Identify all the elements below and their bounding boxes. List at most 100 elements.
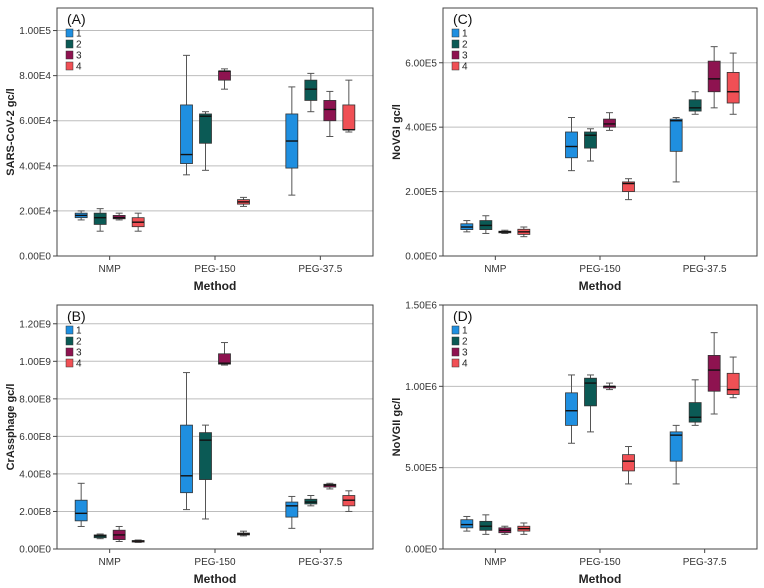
box-nmp-series-1 — [74, 482, 88, 527]
box-iqr — [669, 118, 683, 152]
y-tick-label: 8.00E8 — [19, 394, 51, 405]
box-iqr — [688, 402, 702, 423]
panel-label: (D) — [453, 308, 472, 324]
legend-swatch — [65, 50, 74, 60]
legend-label: 4 — [462, 359, 468, 370]
x-tick-label: PEG-37.5 — [683, 264, 727, 275]
legend-label: 2 — [76, 40, 82, 51]
box-iqr — [565, 392, 578, 426]
box-peg-375-series-2 — [304, 72, 318, 113]
x-axis-title: Method — [579, 279, 622, 293]
box-iqr — [460, 519, 474, 529]
box-peg-150-series-3 — [603, 112, 616, 131]
plot-frame — [442, 7, 758, 257]
box-peg-150-series-4 — [237, 196, 250, 207]
box-peg-375-series-4 — [726, 356, 740, 399]
y-tick-label: 1.00E9 — [19, 357, 51, 368]
x-axis-title: Method — [579, 572, 622, 586]
legend-swatch — [65, 325, 74, 335]
box-peg-375-series-3 — [323, 482, 337, 490]
box-peg-375-series-3 — [323, 90, 337, 138]
y-tick-label: 0.00E0 — [19, 545, 51, 556]
y-axis-title: SARS-CoV-2 gc/l — [5, 88, 17, 175]
legend-swatch — [65, 347, 74, 357]
box-peg-375-series-4 — [342, 79, 356, 133]
y-axis-title: NoVGI gc/l — [391, 104, 403, 160]
legend-swatch — [451, 50, 460, 60]
legend-swatch — [65, 39, 74, 49]
y-axis-title: CrAssphage gc/l — [5, 384, 17, 471]
legend-swatch — [65, 358, 74, 368]
box-iqr — [603, 118, 616, 128]
box-peg-150-series-3 — [218, 342, 231, 366]
x-tick-label: PEG-150 — [579, 264, 621, 275]
box-iqr — [342, 104, 356, 131]
box-iqr — [726, 72, 740, 104]
chart-panel-a: 0.00E0 2.00E4 4.00E4 6.00E4 8.00E4 1.00E5 NMP P… — [5, 7, 374, 293]
y-tick-label: 8.00E4 — [19, 71, 51, 82]
y-tick-label: 6.00E8 — [19, 432, 51, 443]
y-tick-label: 4.00E5 — [405, 123, 437, 134]
y-tick-label: 2.00E8 — [19, 507, 51, 518]
box-nmp-series-4 — [131, 539, 145, 543]
box-peg-375-series-2 — [688, 379, 702, 426]
panel-label: (A) — [67, 11, 86, 27]
legend-label: 1 — [76, 29, 82, 40]
legend-label: 4 — [76, 359, 82, 370]
box-peg-150-series-2 — [584, 374, 597, 433]
box-iqr — [584, 377, 597, 407]
box-iqr — [584, 131, 597, 149]
box-iqr — [622, 454, 635, 472]
legend-label: 1 — [462, 326, 468, 337]
box-nmp-series-3 — [498, 525, 512, 535]
y-tick-label: 4.00E4 — [19, 161, 51, 172]
box-peg-375-series-4 — [726, 52, 740, 115]
box-peg-150-series-4 — [622, 178, 635, 201]
box-nmp-series-3 — [112, 212, 126, 221]
box-iqr — [304, 79, 318, 101]
box-iqr — [622, 181, 635, 192]
legend-swatch — [451, 39, 460, 49]
x-tick-label: NMP — [484, 264, 507, 275]
y-tick-label: 5.00E5 — [405, 463, 437, 474]
box-peg-375-series-1 — [669, 424, 683, 485]
x-axis-title: Method — [194, 572, 237, 586]
x-tick-label: NMP — [484, 557, 507, 568]
legend-label: 1 — [462, 29, 468, 40]
legend-swatch — [451, 28, 460, 38]
x-tick-label: NMP — [99, 264, 122, 275]
y-tick-label: 1.00E6 — [405, 382, 437, 393]
box-iqr — [199, 432, 212, 480]
legend-label: 2 — [462, 40, 468, 51]
box-iqr — [218, 353, 231, 365]
chart-panel-c: 0.00E0 2.00E5 4.00E5 6.00E5 NMP PEG-150 PEG-37… — [391, 7, 758, 293]
y-tick-label: 2.00E4 — [19, 206, 51, 217]
box-peg-150-series-2 — [584, 128, 597, 162]
box-iqr — [565, 131, 578, 159]
panel-label: (B) — [67, 308, 86, 324]
box-peg-150-series-3 — [218, 68, 231, 90]
x-tick-label: PEG-37.5 — [683, 557, 727, 568]
box-nmp-series-1 — [460, 515, 474, 532]
box-peg-150-series-2 — [199, 424, 212, 520]
y-tick-label: 2.00E5 — [405, 187, 437, 198]
x-tick-label: PEG-37.5 — [298, 264, 342, 275]
legend-swatch — [451, 336, 460, 346]
legend-swatch — [451, 325, 460, 335]
chart-panel-d: 0.00E0 5.00E5 1.00E6 1.50E6 NMP PEG-150 PEG-37… — [391, 301, 758, 586]
legend-label: 3 — [462, 348, 468, 359]
box-peg-150-series-1 — [180, 372, 193, 511]
box-iqr — [285, 501, 299, 518]
box-iqr — [93, 212, 107, 225]
legend-swatch — [65, 61, 74, 71]
box-iqr — [74, 499, 88, 522]
legend-swatch — [451, 61, 460, 71]
plot-frame — [442, 304, 758, 550]
box-nmp-series-2 — [93, 208, 107, 232]
y-tick-label: 0.00E0 — [19, 252, 51, 263]
legend-label: 4 — [76, 62, 82, 73]
box-nmp-series-3 — [112, 525, 126, 542]
